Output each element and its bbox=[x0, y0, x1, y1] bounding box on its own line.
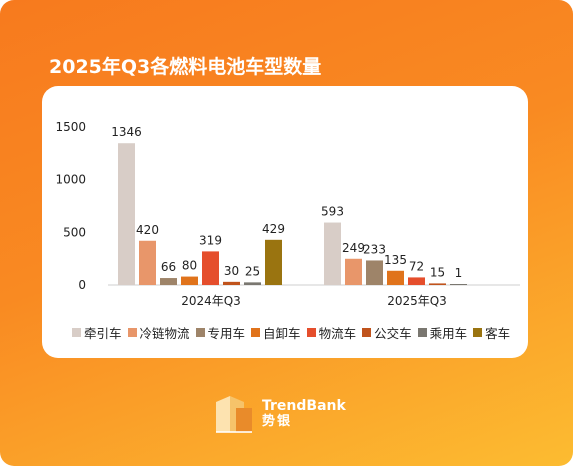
legend-item: 专用车 bbox=[195, 323, 246, 342]
bar-chart: 0 500 1000 1500 2024年Q3 2025年Q3 1346 420 66 8031… bbox=[55, 120, 520, 308]
bar-1-1 bbox=[118, 143, 135, 285]
bar-1-4 bbox=[181, 276, 198, 285]
legend-label: 物流车 bbox=[318, 325, 357, 341]
brand-name-en: TrendBank bbox=[262, 398, 346, 414]
chart-card: 0 500 1000 1500 2024年Q3 2025年Q3 1346 420 66 80 31… bbox=[42, 86, 528, 358]
legend-swatch bbox=[362, 327, 372, 337]
y-tick-label: 500 bbox=[63, 225, 86, 239]
y-tick-label: 1000 bbox=[55, 173, 86, 187]
legend-label: 客车 bbox=[485, 325, 511, 341]
chart-title: 2025年Q3各燃料电池车型数量 bbox=[49, 56, 322, 78]
legend-swatch bbox=[473, 327, 483, 337]
data-label: 233 bbox=[363, 242, 386, 256]
legend-label: 公交车 bbox=[374, 325, 412, 341]
legend-label: 牵引车 bbox=[84, 325, 122, 341]
x-category-label: 2025年Q3 bbox=[387, 294, 447, 308]
bar-1-8 bbox=[265, 239, 282, 285]
data-label: 319 bbox=[199, 233, 222, 247]
data-label: 1346 bbox=[111, 125, 142, 139]
data-label: 25 bbox=[245, 264, 260, 278]
brand-name-cn: 势银 bbox=[262, 414, 293, 429]
legend-label: 乘用车 bbox=[429, 325, 468, 341]
legend-label: 自卸车 bbox=[263, 325, 301, 341]
chart-legend: 牵引车 冷链物流 专用车 自卸车 物流车 公交车 乘用车 客车 bbox=[72, 322, 522, 342]
bar-2-7 bbox=[450, 284, 467, 285]
data-label: 249 bbox=[342, 241, 365, 255]
y-tick-label: 0 bbox=[78, 278, 86, 292]
bar-2-4 bbox=[387, 270, 404, 285]
legend-label: 冷链物流 bbox=[139, 325, 190, 341]
bar-2-6 bbox=[429, 283, 446, 285]
bar-2-1 bbox=[324, 222, 341, 285]
legend-swatch bbox=[306, 327, 316, 337]
data-label: 72 bbox=[409, 259, 424, 273]
y-tick-label: 1500 bbox=[55, 120, 86, 134]
brand-logo: TrendBank 势银 bbox=[214, 394, 346, 434]
trendbank-logo-icon bbox=[216, 396, 252, 433]
bar-1-2 bbox=[139, 240, 156, 285]
x-category-label: 2024年Q3 bbox=[181, 294, 241, 308]
bar-1-5 bbox=[202, 251, 219, 285]
data-label: 135 bbox=[384, 253, 407, 267]
data-label: 420 bbox=[136, 223, 159, 237]
bar-1-3 bbox=[160, 278, 177, 285]
legend-item: 公交车 bbox=[362, 323, 412, 342]
bar-2-2 bbox=[345, 258, 362, 285]
bar-1-6 bbox=[223, 281, 240, 285]
legend-swatch bbox=[72, 327, 81, 337]
legend-swatch bbox=[417, 327, 427, 337]
bar-layer bbox=[118, 143, 467, 285]
data-label: 66 bbox=[161, 260, 176, 274]
legend-item: 物流车 bbox=[306, 323, 357, 342]
legend-swatch bbox=[251, 327, 261, 337]
bar-2-5 bbox=[408, 277, 425, 285]
data-label: 80 bbox=[182, 259, 197, 273]
bar-2-3 bbox=[366, 260, 383, 285]
data-label: 15 bbox=[430, 265, 445, 279]
legend-item: 牵引车 bbox=[72, 323, 122, 342]
legend-item: 冷链物流 bbox=[127, 323, 190, 342]
data-label: 429 bbox=[262, 222, 285, 236]
legend-item: 自卸车 bbox=[251, 323, 301, 342]
legend-item: 乘用车 bbox=[417, 323, 468, 342]
bar-1-7 bbox=[244, 282, 261, 285]
data-label: 1 bbox=[455, 266, 463, 280]
legend-item: 客车 bbox=[473, 323, 510, 342]
legend-swatch bbox=[195, 327, 205, 337]
legend-label: 专用车 bbox=[207, 325, 246, 341]
data-label: 593 bbox=[321, 205, 344, 219]
legend-swatch bbox=[127, 327, 137, 337]
data-label: 30 bbox=[224, 264, 239, 278]
